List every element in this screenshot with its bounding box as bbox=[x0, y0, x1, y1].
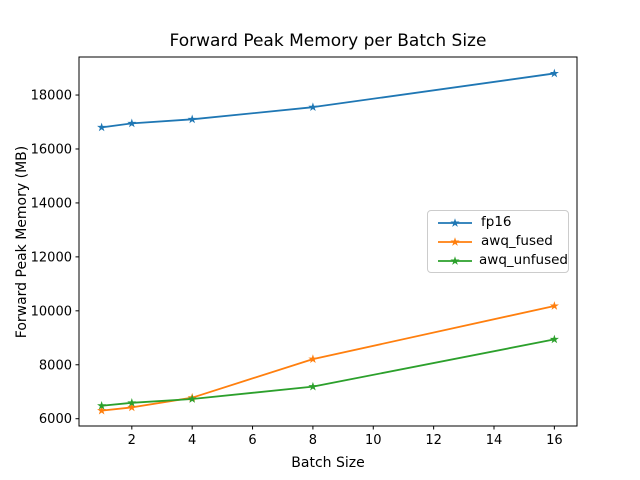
x-tick-label: 12 bbox=[425, 433, 442, 448]
x-tick-label: 2 bbox=[128, 433, 136, 448]
series-fp16 bbox=[97, 68, 559, 132]
x-tick-label: 10 bbox=[365, 433, 382, 448]
data-point-marker bbox=[308, 354, 318, 363]
y-tick-label: 8000 bbox=[39, 358, 72, 373]
series-line bbox=[101, 305, 555, 412]
line-star-marker-icon bbox=[438, 217, 472, 227]
series-line bbox=[101, 72, 555, 129]
series-line bbox=[101, 338, 555, 407]
data-point-marker bbox=[549, 68, 559, 78]
legend-item-fp16: fp16 bbox=[428, 213, 568, 232]
data-point-marker bbox=[97, 122, 107, 132]
data-point-marker bbox=[549, 301, 559, 310]
series-awq_unfused bbox=[97, 334, 559, 410]
x-axis: 2 4 6 8 10 12 14 16 bbox=[128, 426, 563, 448]
x-axis-label: Batch Size bbox=[291, 455, 365, 471]
y-tick-label: 16000 bbox=[31, 142, 72, 157]
line-star-marker-icon bbox=[438, 255, 472, 265]
y-tick-label: 18000 bbox=[31, 89, 72, 104]
data-point-marker bbox=[127, 118, 137, 128]
data-point-marker bbox=[127, 402, 137, 412]
data-point-marker bbox=[308, 381, 318, 391]
legend: fp16 awq_fused awq_unfused bbox=[427, 210, 569, 273]
y-axis: 6000 8000 10000 12000 14000 16000 18000 bbox=[31, 89, 79, 427]
data-point-marker bbox=[97, 400, 107, 410]
y-axis-label: Forward Peak Memory (MB) bbox=[14, 145, 30, 339]
data-point-marker bbox=[308, 102, 318, 112]
legend-label: fp16 bbox=[481, 213, 512, 230]
axes-frame bbox=[78, 56, 578, 427]
line-star-marker-icon bbox=[438, 236, 472, 246]
data-point-marker bbox=[127, 398, 137, 407]
x-tick-label: 8 bbox=[309, 433, 317, 448]
x-tick-label: 16 bbox=[546, 433, 563, 448]
y-tick-label: 6000 bbox=[39, 412, 72, 427]
data-point-marker bbox=[187, 114, 197, 124]
legend-label: awq_unfused bbox=[479, 251, 568, 268]
data-point-marker bbox=[97, 405, 107, 415]
data-point-marker bbox=[187, 394, 197, 403]
x-tick-label: 14 bbox=[486, 433, 503, 448]
x-tick-label: 4 bbox=[188, 433, 196, 448]
legend-item-awq-fused: awq_fused bbox=[428, 232, 568, 251]
chart-title: Forward Peak Memory per Batch Size bbox=[169, 31, 487, 51]
y-tick-label: 12000 bbox=[31, 250, 72, 265]
data-point-marker bbox=[549, 334, 559, 344]
y-tick-label: 10000 bbox=[31, 304, 72, 319]
x-tick-label: 6 bbox=[248, 433, 256, 448]
series-awq_fused bbox=[97, 301, 559, 415]
y-tick-label: 14000 bbox=[31, 196, 72, 211]
legend-item-awq-unfused: awq_unfused bbox=[428, 251, 568, 270]
legend-label: awq_fused bbox=[481, 232, 553, 249]
